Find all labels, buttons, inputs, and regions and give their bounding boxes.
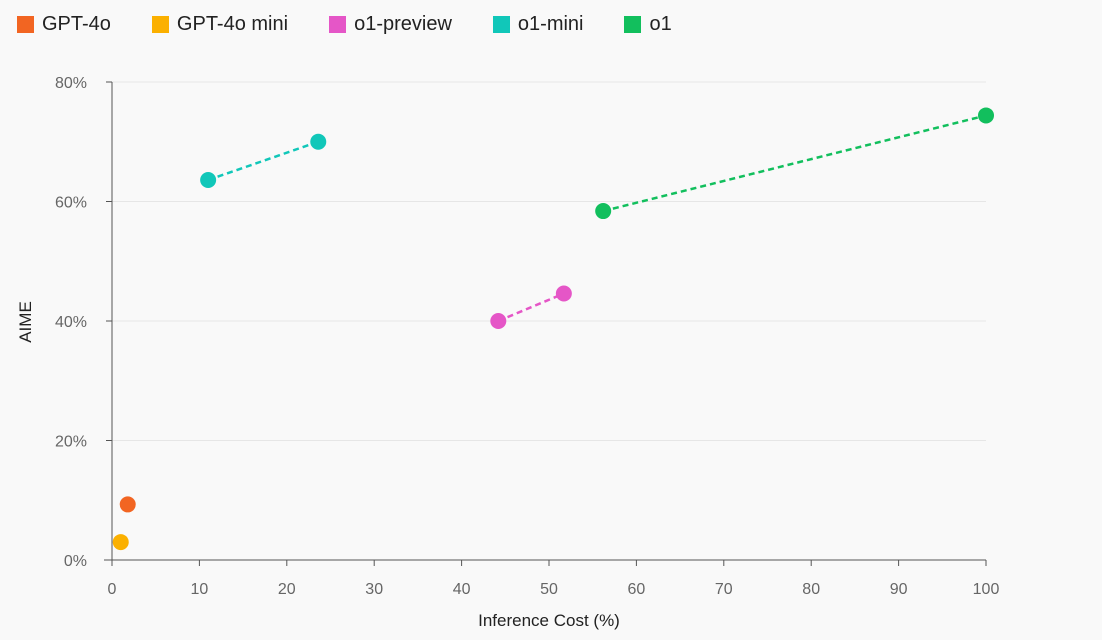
series-connector-line <box>602 114 987 213</box>
data-point[interactable] <box>490 313 507 329</box>
legend-label: o1 <box>649 12 672 35</box>
data-point[interactable] <box>112 534 129 551</box>
y-tick-label: 20% <box>55 434 87 451</box>
series-o1 <box>595 107 994 220</box>
x-tick-label: 90 <box>890 581 908 598</box>
grid-lines <box>112 81 986 441</box>
data-point[interactable] <box>200 171 217 188</box>
series-connector-line <box>207 140 319 182</box>
legend-label: GPT-4o <box>42 12 111 35</box>
x-tick-label: 30 <box>365 581 383 598</box>
legend-label: o1-preview <box>354 12 452 35</box>
x-tick-label: 40 <box>453 581 471 598</box>
legend-swatch <box>329 15 347 33</box>
series-gpt-4o-mini <box>112 534 129 551</box>
x-tick-label: 60 <box>628 581 646 598</box>
y-axis-label: AIME <box>16 301 35 343</box>
axes: 0% 20% 40% 60% 80% 0 10 20 30 40 50 60 70 80 90 100 <box>55 75 999 598</box>
x-tick-label: 70 <box>715 581 733 598</box>
x-tick-label: 10 <box>191 581 209 598</box>
legend-label: o1-mini <box>517 12 584 35</box>
x-tick-label: 0 <box>108 581 117 598</box>
data-point[interactable] <box>595 203 612 220</box>
x-axis-label: Inference Cost (%) <box>478 611 620 630</box>
legend-swatch <box>624 15 642 33</box>
data-point[interactable] <box>310 133 327 150</box>
series-connector-line <box>497 292 565 323</box>
legend-swatch <box>492 15 510 33</box>
data-point[interactable] <box>119 496 136 513</box>
y-tick-label: 0% <box>64 553 87 570</box>
x-tick-label: 100 <box>973 581 1000 598</box>
x-tick-label: 20 <box>278 581 296 598</box>
data-series <box>112 107 994 551</box>
legend-swatch <box>17 15 34 33</box>
y-tick-label: 80% <box>55 75 87 92</box>
legend-item[interactable]: o1-preview <box>329 13 452 36</box>
series-o1-mini <box>200 133 327 188</box>
legend-item[interactable]: o1-mini <box>492 12 584 36</box>
x-tick-label: 50 <box>540 581 558 598</box>
data-point[interactable] <box>555 285 572 302</box>
series-o1-preview <box>490 285 572 329</box>
chart-legend: GPT-4o GPT-4o mini o1-preview o1-mini o1 <box>17 12 713 36</box>
legend-item[interactable]: GPT-4o mini <box>151 12 289 36</box>
series-gpt-4o <box>119 496 136 513</box>
x-tick-label: 80 <box>802 581 820 598</box>
legend-swatch <box>151 15 169 33</box>
y-tick-label: 40% <box>55 314 87 331</box>
data-point[interactable] <box>978 107 994 124</box>
legend-label: GPT-4o mini <box>176 12 289 35</box>
legend-item[interactable]: GPT-4o <box>17 13 111 36</box>
legend-item[interactable]: o1 <box>624 12 672 36</box>
y-tick-label: 60% <box>55 195 87 212</box>
